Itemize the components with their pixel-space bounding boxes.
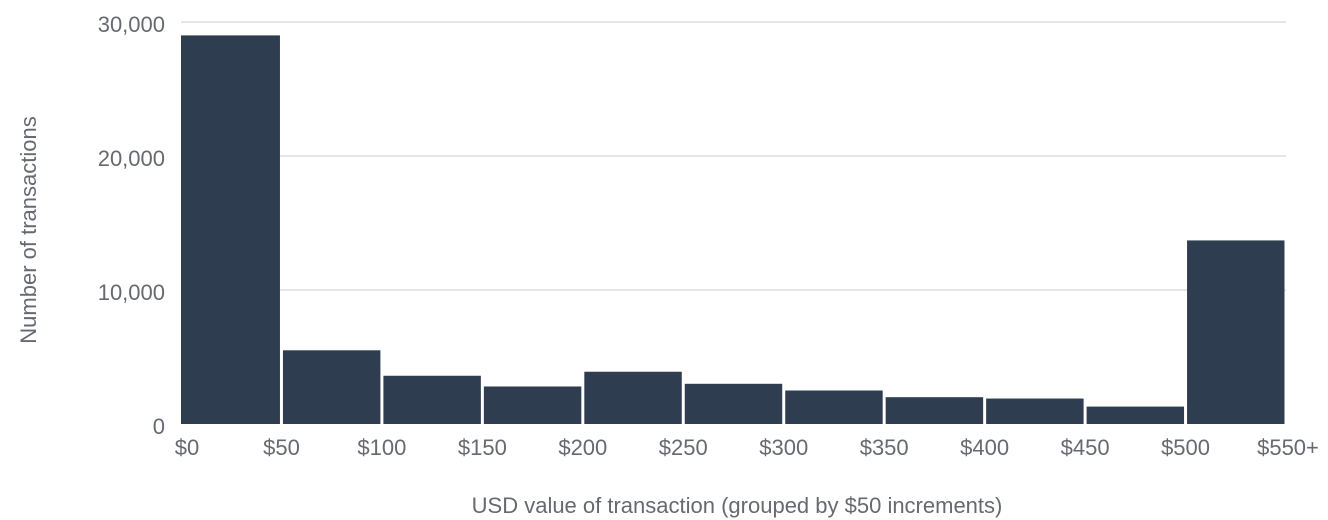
x-tick-label: $0 [175,435,199,460]
x-axis-title: USD value of transaction (grouped by $50… [472,493,1003,518]
y-tick-label: 10,000 [98,280,165,305]
x-tick-label: $50 [263,435,300,460]
bar [584,371,682,424]
x-tick-label: $400 [960,435,1009,460]
bar [383,375,481,424]
bar [684,383,783,424]
bar [1187,240,1285,424]
x-tick-label: $150 [458,435,507,460]
bar [483,386,582,424]
y-tick-label: 20,000 [98,146,165,171]
bar [282,350,381,424]
x-tick-label: $250 [659,435,708,460]
x-tick-label: $100 [357,435,406,460]
y-axis-title: Number of transactions [16,116,41,343]
bar [785,390,883,424]
bar [986,398,1084,424]
x-tick-label: $200 [558,435,607,460]
x-tick-label: $350 [860,435,909,460]
x-tick-label: $300 [759,435,808,460]
x-tick-label: $500 [1161,435,1210,460]
bar [1086,406,1185,424]
x-tick-label: $450 [1061,435,1110,460]
x-tick-label: $550+ [1257,435,1319,460]
y-tick-label: 0 [153,414,165,439]
y-tick-label: 30,000 [98,12,165,37]
bar [181,35,280,425]
bar [885,397,984,424]
